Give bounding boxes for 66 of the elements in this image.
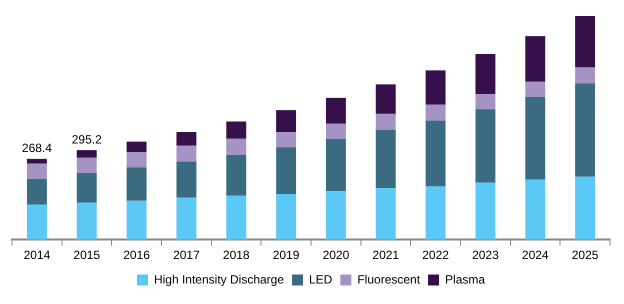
bar xyxy=(376,84,396,114)
bar xyxy=(426,104,446,121)
bar xyxy=(276,132,296,148)
bar xyxy=(575,176,596,240)
bar xyxy=(276,194,296,240)
x-tick-label: 2017 xyxy=(173,248,200,262)
bar xyxy=(126,200,147,240)
bar xyxy=(126,142,147,152)
bar xyxy=(26,178,47,204)
x-tick-label: 2023 xyxy=(472,248,500,262)
bar xyxy=(126,167,147,201)
legend-label: High Intensity Discharge xyxy=(154,272,284,286)
bar xyxy=(575,67,596,84)
x-tick-label: 2025 xyxy=(572,248,599,262)
x-tick-label: 2024 xyxy=(522,248,549,262)
x-tick-label: 2019 xyxy=(272,248,300,262)
annotation: 295.2 xyxy=(72,132,102,146)
x-tick-label: 2021 xyxy=(372,248,400,262)
bar xyxy=(76,150,97,158)
bar xyxy=(426,120,446,186)
bar xyxy=(525,36,546,82)
bar xyxy=(226,196,246,240)
annotation: 268.4 xyxy=(22,141,52,156)
legend-label: Fluorescent xyxy=(357,272,421,286)
bar xyxy=(26,164,47,179)
bar xyxy=(226,138,246,155)
bar xyxy=(176,145,196,162)
bar xyxy=(575,16,596,68)
bar xyxy=(76,172,97,202)
bar xyxy=(475,94,496,110)
bar xyxy=(26,204,47,240)
bar xyxy=(276,147,296,194)
x-tick-label: 2016 xyxy=(123,248,150,262)
bar xyxy=(226,122,246,139)
x-tick-label: 2014 xyxy=(24,248,51,262)
bar xyxy=(575,84,596,177)
bar xyxy=(276,110,296,132)
bar xyxy=(326,138,346,192)
x-tick-label: 2022 xyxy=(422,248,450,262)
bar xyxy=(376,114,396,130)
bar xyxy=(426,70,446,105)
bar xyxy=(76,202,97,240)
bar xyxy=(226,154,246,196)
bar xyxy=(176,162,196,198)
legend-label: LED xyxy=(309,272,333,286)
bar xyxy=(475,54,496,94)
x-tick-label: 2018 xyxy=(222,248,250,262)
x-tick-label: 2020 xyxy=(322,248,350,262)
bar xyxy=(376,188,396,240)
bar xyxy=(176,198,196,240)
bar xyxy=(426,186,446,240)
bar xyxy=(475,109,496,183)
bar xyxy=(525,82,546,97)
x-tick-label: 2015 xyxy=(73,248,100,262)
bar xyxy=(26,158,47,164)
bar xyxy=(525,180,546,240)
bar xyxy=(326,191,346,240)
bar xyxy=(326,98,346,124)
bar xyxy=(126,152,147,168)
bar xyxy=(176,132,196,146)
bar xyxy=(326,124,346,139)
bar xyxy=(525,96,546,180)
bar xyxy=(76,158,97,173)
legend-label: Plasma xyxy=(445,272,486,286)
bar xyxy=(376,130,396,188)
bar xyxy=(475,182,496,240)
